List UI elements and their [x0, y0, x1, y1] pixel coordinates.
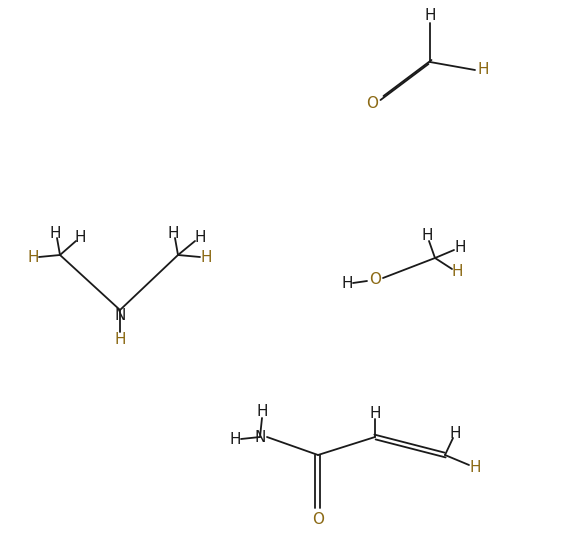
Text: H: H	[49, 226, 61, 241]
Text: H: H	[469, 459, 481, 475]
Text: H: H	[27, 250, 39, 264]
Text: H: H	[451, 264, 463, 279]
Text: O: O	[369, 273, 381, 288]
Text: H: H	[74, 231, 86, 246]
Text: N: N	[114, 309, 126, 323]
Text: H: H	[369, 406, 381, 421]
Text: H: H	[114, 332, 126, 348]
Text: N: N	[254, 429, 266, 444]
Text: H: H	[424, 8, 436, 23]
Text: H: H	[477, 62, 489, 77]
Text: H: H	[454, 241, 466, 256]
Text: O: O	[312, 512, 324, 528]
Text: H: H	[194, 231, 206, 246]
Text: H: H	[167, 226, 179, 241]
Text: H: H	[256, 405, 268, 420]
Text: H: H	[229, 433, 241, 448]
Text: H: H	[449, 426, 461, 440]
Text: O: O	[366, 95, 378, 110]
Text: H: H	[341, 275, 353, 290]
Text: H: H	[421, 229, 433, 243]
Text: H: H	[200, 250, 211, 264]
